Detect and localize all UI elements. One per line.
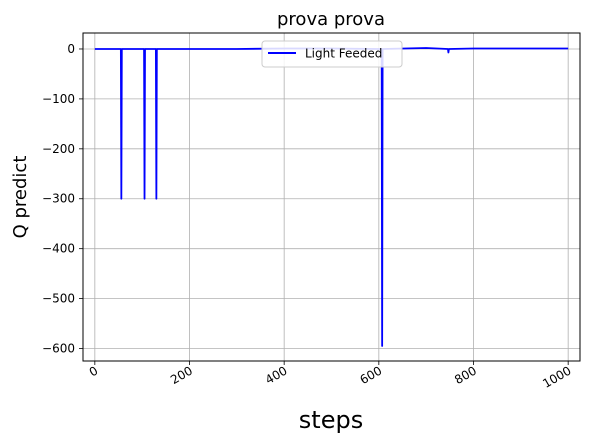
plot-frame (82, 32, 581, 362)
y-tick-label: 0 (67, 42, 75, 56)
plot-area (83, 33, 580, 361)
y-tick-label: −300 (42, 192, 75, 206)
x-axis-label: steps (299, 406, 363, 434)
y-tick-label: −500 (42, 292, 75, 306)
legend-label-light-feeded: Light Feeded (305, 47, 382, 61)
legend-box (261, 40, 403, 68)
y-tick-label: −400 (42, 242, 75, 256)
chart-title: prova prova (277, 9, 385, 30)
y-tick-label: −100 (42, 92, 75, 106)
y-axis-label: Q predict (10, 156, 31, 239)
y-tick-label: −600 (42, 342, 75, 356)
legend: Light Feeded (261, 40, 403, 68)
y-tick-label: −200 (42, 142, 75, 156)
